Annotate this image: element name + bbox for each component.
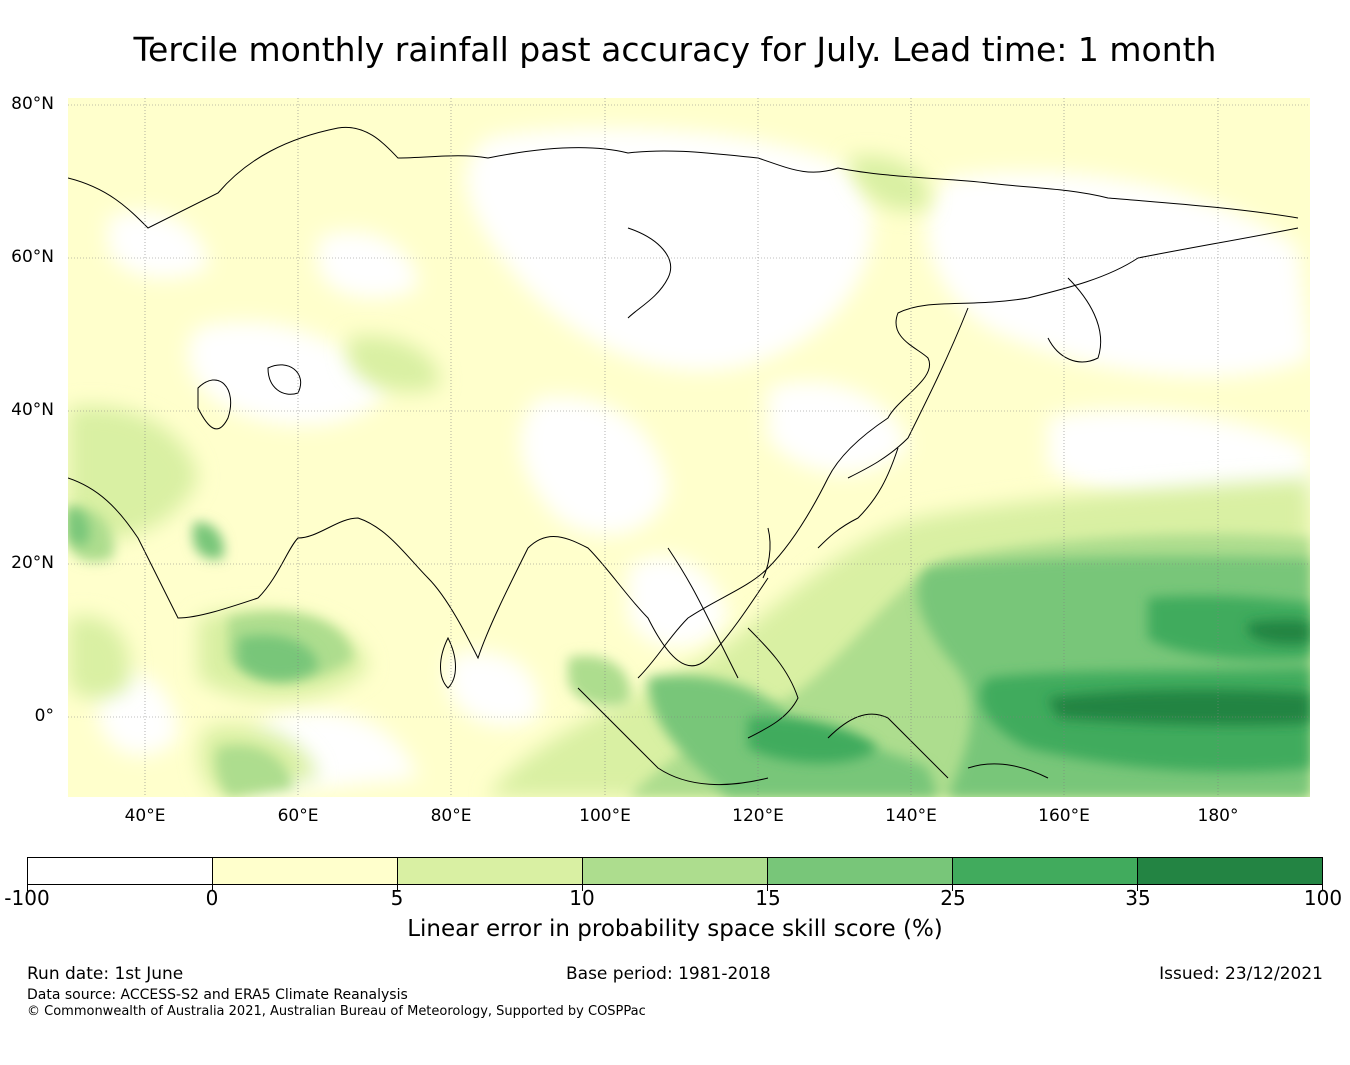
colorbar-tick-15: 15 [755,886,781,910]
colorbar-tickmark [952,885,953,891]
lat-label-60n: 60°N [11,247,54,267]
negative-skill-regions [98,128,1310,797]
chart-title: Tercile monthly rainfall past accuracy f… [133,30,1217,69]
lat-label-40n: 40°N [11,400,54,420]
run-date: Run date: 1st June [27,964,184,984]
lon-label-60e: 60°E [277,806,319,826]
lat-label-80n: 80°N [11,94,54,114]
colorbar-tick-100: 100 [1303,886,1343,910]
lon-label-100e: 100°E [579,806,631,826]
colorbar-segment-15-25 [768,858,953,884]
colorbar-tickmark [212,885,213,891]
coastlines [68,126,1299,785]
colorbar-tickmark [27,885,28,891]
map-gridlines [68,98,1310,797]
lat-label-20n: 20°N [11,553,54,573]
colorbar-segment-25-35 [953,858,1138,884]
colorbar-segment-5-10 [398,858,583,884]
lon-label-40e: 40°E [124,806,166,826]
colorbar-tickmark [767,885,768,891]
lon-label-180: 180° [1197,806,1239,826]
colorbar-tickmark [1137,885,1138,891]
colorbar-tick-0: 0 [205,886,219,910]
skill-map [68,98,1310,797]
colorbar-tickmark [1322,885,1323,891]
lon-label-80e: 80°E [430,806,472,826]
lon-label-120e: 120°E [732,806,784,826]
skill-35-100-regions [1048,619,1310,726]
colorbar-tick-35: 35 [1125,886,1151,910]
base-period: Base period: 1981-2018 [566,964,771,984]
lon-label-160e: 160°E [1038,806,1090,826]
colorbar-label: Linear error in probability space skill … [407,916,943,942]
colorbar-tick-5: 5 [390,886,404,910]
issued-date: Issued: 23/12/2021 [1159,964,1323,984]
copyright: © Commonwealth of Australia 2021, Austra… [27,1004,646,1019]
colorbar-segment-neg100-0 [28,858,213,884]
colorbar-segment-10-15 [583,858,768,884]
colorbar [27,857,1323,885]
data-source: Data source: ACCESS-S2 and ERA5 Climate … [27,987,408,1003]
colorbar-tick-25: 25 [940,886,966,910]
colorbar-segment-35-100 [1138,858,1322,884]
lat-label-0: 0° [34,706,54,726]
map-panel [68,98,1310,797]
lon-label-140e: 140°E [885,806,937,826]
colorbar-tick-neg100: -100 [4,886,50,910]
colorbar-tickmark [582,885,583,891]
colorbar-tickmark [397,885,398,891]
colorbar-tick-10: 10 [569,886,595,910]
colorbar-segment-0-5 [213,858,398,884]
